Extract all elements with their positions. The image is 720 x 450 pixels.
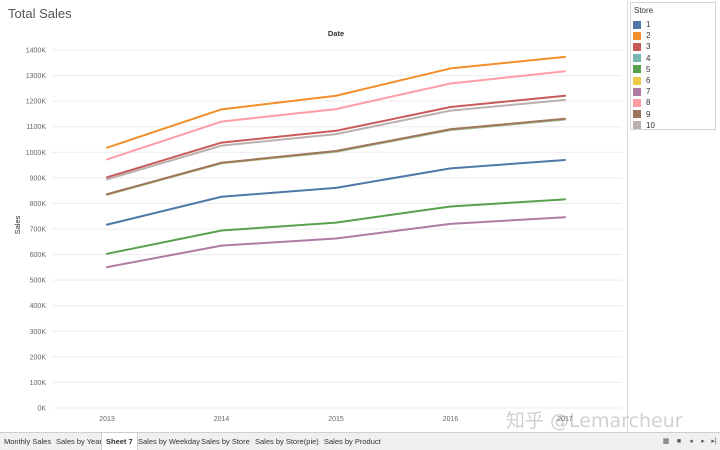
y-tick-label: 800K [30, 201, 47, 208]
y-tick-label: 200K [30, 354, 47, 361]
legend-title: Store [634, 6, 654, 15]
series-line-store-2 [106, 55, 566, 149]
y-tick-label: 1300K [26, 73, 47, 80]
legend-item-store-10[interactable]: 10 [631, 120, 715, 131]
legend-item-store-3[interactable]: 3 [631, 41, 715, 52]
y-tick-label: 1100K [26, 124, 46, 131]
legend-swatch [633, 110, 641, 119]
last-sheet-icon[interactable]: ▸| [711, 438, 717, 445]
legend-swatch [633, 20, 641, 29]
y-tick-label: 300K [30, 329, 47, 336]
chart-pane: Total Sales Date Sales 0K 100K 200K 300K 400K 5… [8, 0, 628, 432]
series-line-store-5 [106, 198, 566, 255]
series-line-store-8 [106, 70, 566, 161]
y-tick-label: 900K [30, 175, 47, 182]
legend-swatch [633, 31, 641, 40]
page-title: Total Sales [8, 6, 72, 21]
legend-label: 3 [646, 42, 651, 52]
legend-swatch [633, 54, 641, 63]
x-axis-title: Date [328, 29, 344, 38]
legend-label: 4 [646, 53, 651, 63]
legend-label: 9 [646, 109, 651, 119]
legend-item-store-7[interactable]: 7 [631, 86, 715, 97]
line-chart: Date Sales 0K 100K 200K 300K 400K 500K 600K 700K 8… [13, 29, 622, 423]
series-line-store-10 [106, 98, 566, 181]
y-tick-label: 100K [30, 380, 47, 387]
watermark: 知乎 @Lemarcheur [506, 410, 683, 432]
legend-item-store-4[interactable]: 4 [631, 53, 715, 64]
legend-label: 8 [646, 98, 651, 108]
legend-item-store-6[interactable]: 6 [631, 75, 715, 86]
y-tick-label: 1200K [26, 99, 47, 106]
list-view-icon[interactable]: ■ [676, 438, 682, 445]
series-line-store-7 [106, 216, 566, 269]
tab-sales-by-product[interactable]: Sales by Product [324, 437, 381, 446]
series-line-store-3 [106, 94, 566, 179]
tab-sales-by-store-pie[interactable]: Sales by Store(pie) [255, 437, 319, 446]
y-tick-label: 400K [30, 303, 47, 310]
prev-sheet-icon[interactable]: ◂ [689, 438, 693, 445]
legend-swatch [633, 76, 641, 85]
legend-item-store-9[interactable]: 9 [631, 109, 715, 120]
grid-view-icon[interactable]: ▦ [662, 438, 670, 445]
y-tick-label: 1000K [26, 150, 47, 157]
next-sheet-icon[interactable]: ▸ [701, 438, 705, 445]
tab-sales-by-weekday[interactable]: Sales by Weekday [138, 437, 200, 446]
tab-sales-by-year[interactable]: Sales by Year [56, 437, 102, 446]
y-tick-label: 700K [30, 227, 47, 234]
legend-label: 2 [646, 31, 651, 41]
x-tick-label: 2014 [214, 416, 230, 423]
legend-swatch [633, 42, 641, 51]
legend-item-store-5[interactable]: 5 [631, 64, 715, 75]
legend-item-store-2[interactable]: 2 [631, 30, 715, 41]
x-tick-label: 2017 [557, 416, 573, 423]
legend-swatch [633, 65, 641, 74]
tab-sheet-7[interactable]: Sheet 7 [101, 433, 138, 450]
y-tick-label: 1400K [26, 48, 47, 55]
tab-sales-by-store[interactable]: Sales by Store [201, 437, 250, 446]
legend-label: 6 [646, 76, 651, 86]
legend-swatch [633, 121, 641, 130]
y-axis-title: Sales [13, 215, 22, 234]
series-line-store-9 [106, 117, 566, 196]
y-tick-label: 600K [30, 252, 47, 259]
y-tick-label: 0K [37, 406, 46, 413]
legend-label: 5 [646, 64, 651, 74]
legend-label: 1 [646, 20, 651, 30]
legend-swatch [633, 87, 641, 96]
x-tick-label: 2015 [328, 416, 344, 423]
tab-monthly-sales[interactable]: Monthly Sales [4, 437, 52, 446]
legend-label: 10 [646, 120, 655, 130]
series-line-store-1 [106, 158, 566, 226]
x-tick-label: 2013 [99, 416, 115, 423]
x-tick-label: 2016 [443, 416, 459, 423]
legend-item-store-8[interactable]: 8 [631, 97, 715, 108]
legend-item-store-1[interactable]: 1 [631, 19, 715, 30]
sheet-tab-bar: Monthly Sales Sales by Year Sheet 7 Sales b… [0, 432, 720, 450]
store-legend: Store 1 2 3 4 5 6 7 8 9 10 [630, 2, 716, 130]
y-tick-label: 500K [30, 278, 47, 285]
legend-label: 7 [646, 87, 651, 97]
legend-items: 1 2 3 4 5 6 7 8 9 10 [631, 19, 715, 131]
legend-swatch [633, 98, 641, 107]
